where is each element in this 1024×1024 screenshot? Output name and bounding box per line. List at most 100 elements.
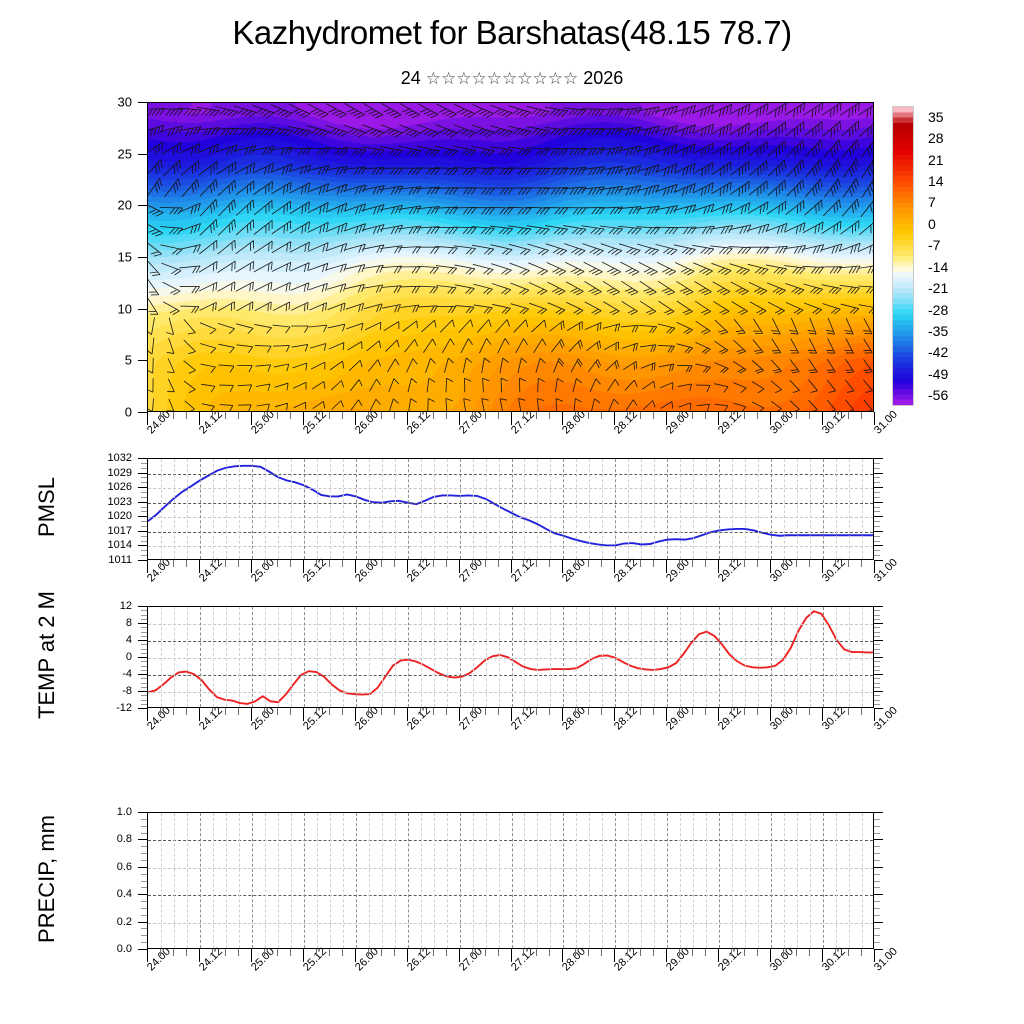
temp-x-tick — [445, 708, 447, 715]
grid-line — [654, 813, 656, 948]
pmsl-y-minor-tick — [141, 526, 147, 527]
temp-chart — [147, 606, 874, 708]
temp-x-tick — [315, 708, 317, 715]
grid-line — [368, 459, 370, 559]
pmsl-x-label: 26.12 — [404, 556, 433, 585]
precip-x-tick — [523, 949, 525, 956]
upper-air-x-tick — [471, 412, 473, 419]
grid-line — [797, 459, 799, 559]
temp-x-tick — [341, 708, 343, 715]
pmsl-x-tick — [393, 560, 395, 567]
precip-x-label: 30.12 — [820, 945, 849, 974]
grid-line — [303, 813, 305, 948]
precip-x-tick — [341, 949, 343, 956]
precip-x-tick — [289, 949, 291, 956]
grid-line — [706, 459, 708, 559]
precip-y-right-minor-tick — [874, 825, 880, 827]
pmsl-y-minor-tick — [141, 492, 147, 493]
grid-line — [355, 607, 357, 707]
precip-y-minor-tick — [141, 935, 147, 937]
pmsl-x-tick — [835, 560, 837, 567]
precip-y-minor-tick — [141, 825, 147, 827]
grid-line — [667, 813, 669, 948]
grid-line — [407, 813, 409, 948]
temp-x-tick — [237, 708, 239, 715]
pmsl-y-right-minor-tick — [874, 482, 880, 484]
precip-x-tick — [549, 949, 551, 956]
precip-y-minor-tick — [141, 853, 147, 855]
temp-y-right-minor-tick — [874, 669, 880, 671]
grid-line — [745, 459, 747, 559]
temp-y-right-minor-tick — [874, 703, 880, 705]
colorbar-tick--28: -28 — [928, 301, 949, 318]
pmsl-y-right-tick — [874, 458, 883, 459]
grid-line — [602, 813, 604, 948]
temp-y-minor-tick — [141, 648, 147, 650]
grid-line — [563, 607, 565, 707]
grid-line — [810, 459, 812, 559]
upper-air-x-label: 26.00 — [352, 408, 381, 437]
pmsl-x-tick — [666, 560, 668, 573]
temp-y-right-minor-tick — [874, 699, 880, 701]
grid-line — [485, 813, 487, 948]
pmsl-y-minor-tick — [141, 467, 147, 469]
pmsl-y-tick — [138, 501, 147, 503]
pmsl-x-tick — [315, 560, 317, 567]
grid-line — [602, 459, 604, 559]
grid-line — [342, 459, 344, 559]
grid-line — [693, 813, 695, 948]
pmsl-x-tick — [796, 560, 798, 567]
precip-y-right-minor-tick — [874, 942, 880, 944]
precip-y-right-tick — [874, 812, 883, 813]
temp-y-minor-tick — [141, 695, 147, 697]
pmsl-x-tick — [289, 560, 291, 567]
grid-line — [148, 692, 873, 693]
temp-x-tick — [354, 708, 356, 721]
pmsl-y-right-minor-tick — [874, 477, 880, 479]
upper-air-x-tick — [549, 412, 551, 419]
grid-line — [186, 607, 188, 707]
upper-air-y-tick — [138, 257, 147, 258]
grid-line — [771, 607, 773, 707]
grid-line — [290, 607, 292, 707]
temp-y-right-tick — [874, 606, 883, 607]
grid-line — [784, 459, 786, 559]
precip-x-label: 26.12 — [404, 945, 433, 974]
precip-x-tick — [679, 949, 681, 956]
temp-x-tick — [497, 708, 499, 715]
grid-line — [732, 607, 734, 707]
upper-air-x-tick — [224, 412, 226, 419]
grid-line — [576, 607, 578, 707]
upper-air-x-label: 25.00 — [248, 408, 277, 437]
grid-line — [719, 459, 721, 559]
temp-x-tick — [458, 708, 460, 721]
pmsl-x-tick — [484, 560, 486, 567]
upper-air-x-tick — [614, 412, 616, 425]
grid-line — [732, 459, 734, 559]
upper-air-x-tick — [796, 412, 798, 419]
grid-line — [420, 607, 422, 707]
upper-air-x-tick — [692, 412, 694, 419]
grid-line — [485, 459, 487, 559]
grid-line — [498, 607, 500, 707]
grid-line — [251, 459, 253, 559]
pmsl-x-tick — [458, 560, 460, 573]
upper-air-x-label: 27.12 — [508, 408, 537, 437]
colorbar-tick-0: 0 — [928, 215, 936, 232]
precip-x-label: 27.12 — [508, 945, 537, 974]
grid-line — [849, 607, 851, 707]
grid-line — [212, 607, 214, 707]
grid-line — [446, 459, 448, 559]
pmsl-y-right-tick — [874, 501, 883, 503]
precip-y-right-tick — [874, 866, 883, 868]
pmsl-x-tick — [147, 560, 148, 573]
grid-line — [368, 607, 370, 707]
colorbar-gradient — [892, 106, 914, 406]
temp-y-minor-tick — [141, 665, 147, 667]
temp-y-right-minor-tick — [874, 635, 880, 637]
upper-air-x-tick — [445, 412, 447, 419]
temp-y-tick — [138, 691, 147, 692]
upper-air-x-tick — [276, 412, 278, 419]
upper-air-x-tick — [835, 412, 837, 419]
